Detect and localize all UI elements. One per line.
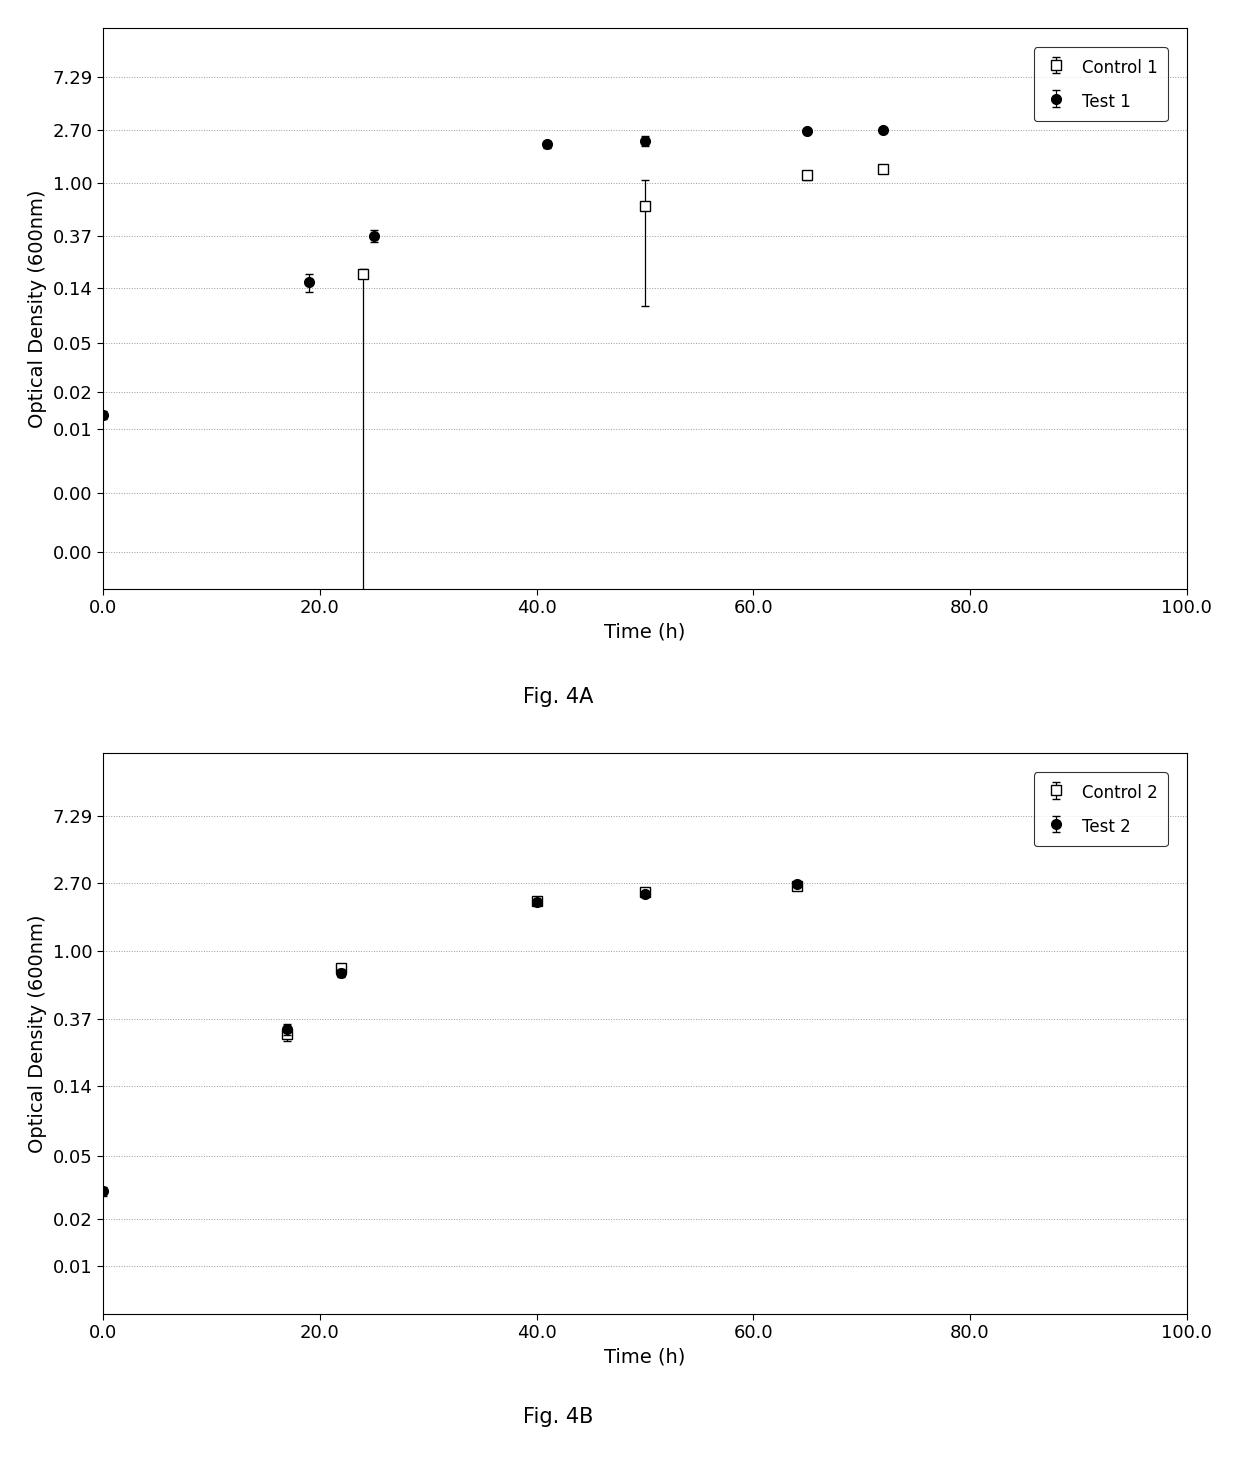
Legend: Control 2, Test 2: Control 2, Test 2 <box>1033 772 1168 847</box>
Legend: Control 1, Test 1: Control 1, Test 1 <box>1033 47 1168 122</box>
X-axis label: Time (h): Time (h) <box>604 1348 686 1367</box>
X-axis label: Time (h): Time (h) <box>604 622 686 642</box>
Text: Fig. 4B: Fig. 4B <box>523 1406 593 1427</box>
Y-axis label: Optical Density (600nm): Optical Density (600nm) <box>27 189 47 427</box>
Y-axis label: Optical Density (600nm): Optical Density (600nm) <box>27 915 47 1152</box>
Text: Fig. 4A: Fig. 4A <box>523 687 593 708</box>
